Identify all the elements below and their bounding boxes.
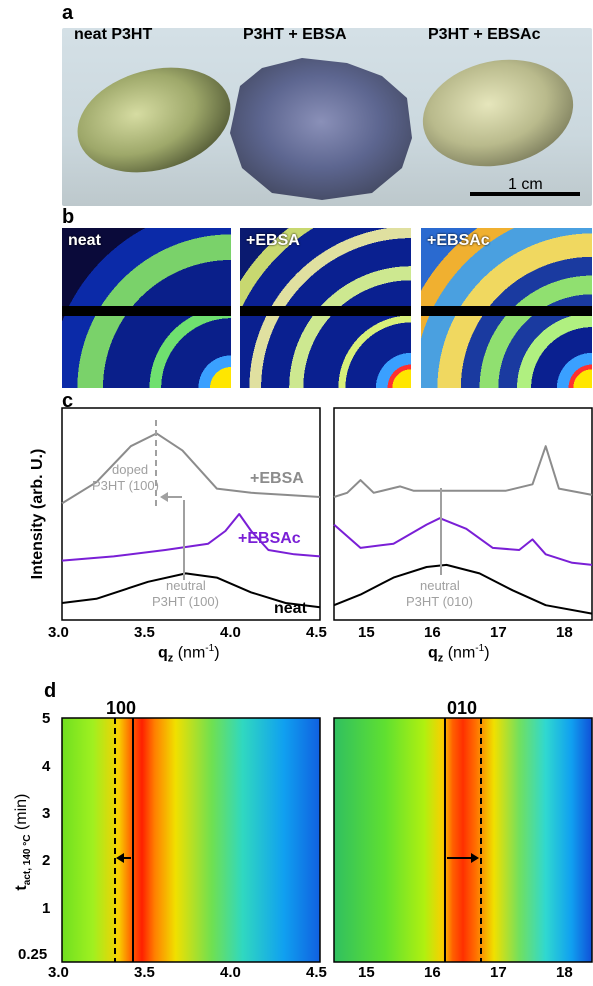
annot-neutral-left-2: P3HT (100) (152, 594, 219, 609)
d-ytick-1: 1 (42, 900, 51, 917)
d-left-xtick-3: 4.5 (306, 964, 327, 981)
panel-d-label: d (44, 680, 57, 702)
c-right-frame (333, 407, 593, 621)
annot-doped-2: P3HT (100) (92, 478, 159, 493)
neat-pellet (77, 67, 231, 173)
panel-a-label: a (62, 2, 74, 24)
d-left-arrowhead (116, 853, 124, 863)
annot-neat: neat (274, 600, 307, 617)
c-left-tick-1: 3.5 (134, 624, 155, 641)
d-ytick-025: 0.25 (18, 946, 48, 963)
d-right-xtick-0: 15 (358, 964, 375, 981)
xlabel-q: q (158, 644, 168, 662)
shift-arrowhead-left-c (160, 492, 168, 502)
peak-label-100: 100 (106, 698, 137, 718)
c-right-tick-2: 17 (490, 624, 507, 641)
heatmap-right (334, 718, 592, 962)
d-right-xtick-1: 16 (424, 964, 441, 981)
scalebar-label: 1 cm (508, 176, 543, 193)
waxs-label-neat: neat (68, 232, 101, 249)
waxs-ebsac-beamstop (421, 306, 592, 316)
c-left-series-line-0 (61, 432, 321, 505)
waxs-neat-beamstop (62, 306, 231, 316)
waxs-label-ebsac: +EBSAc (427, 232, 490, 249)
d-left-xtick-2: 4.0 (220, 964, 241, 981)
annot-ebsa: +EBSA (250, 470, 304, 487)
c-right-series-line-2 (333, 563, 593, 615)
c-left-frame (61, 407, 321, 621)
waxs-ebsa (240, 228, 411, 388)
c-right-series-line-1 (333, 517, 593, 566)
waxs-ebsa-beamstop (240, 306, 411, 316)
xlabel-close: ) (214, 644, 220, 662)
annot-doped-1: doped (112, 462, 149, 477)
sample-photo-svg (77, 58, 580, 200)
c-left-tick-2: 4.0 (220, 624, 241, 641)
d-ytick-5: 5 (42, 710, 51, 727)
waxs-neat (62, 228, 231, 388)
xlabel-sub: z (437, 652, 444, 665)
c-right-series (333, 445, 593, 615)
xlabel-unit: (nm (443, 644, 476, 662)
d-ytick-4: 4 (42, 758, 51, 775)
d-left-xtick-1: 3.5 (134, 964, 155, 981)
xlabel-close: ) (484, 644, 490, 662)
d-ytick-2: 2 (42, 852, 51, 869)
c-left-tick-3: 4.5 (306, 624, 327, 641)
label-neat-p3ht: neat P3HT (74, 26, 153, 43)
waxs-label-ebsa: +EBSA (246, 232, 300, 249)
waxs-ebsac (421, 228, 592, 388)
d-right-xtick-3: 18 (556, 964, 573, 981)
d-right-frame (333, 717, 593, 963)
xlabel-unit: (nm (173, 644, 206, 662)
c-right-tick-3: 18 (556, 624, 573, 641)
xlabel-q: q (428, 644, 438, 662)
c-left-series (61, 432, 321, 609)
d-right-arrowhead (471, 853, 479, 863)
c-right-xlabel: qz (nm-1) (428, 643, 490, 665)
annot-ebsac: +EBSAc (238, 530, 301, 547)
annot-neutral-left-1: neutral (166, 578, 206, 593)
d-right-xtick-2: 17 (490, 964, 507, 981)
label-p3ht-ebsa: P3HT + EBSA (243, 26, 347, 43)
d-left-frame (61, 717, 321, 963)
annot-neutral-right-1: neutral (420, 578, 460, 593)
xlabel-exp: -1 (205, 643, 215, 654)
c-right-series-line-0 (333, 445, 593, 498)
ebsac-pellet (422, 59, 574, 167)
c-left-series-line-1 (61, 513, 321, 562)
ebsa-pellet (230, 58, 412, 200)
peak-label-010: 010 (447, 698, 478, 718)
label-p3ht-ebsac: P3HT + EBSAc (428, 26, 541, 43)
scale-bar (470, 192, 580, 196)
panel-c-label: c (62, 390, 74, 412)
d-left-xtick-0: 3.0 (48, 964, 69, 981)
panel-b-label: b (62, 206, 75, 228)
c-left-tick-0: 3.0 (48, 624, 69, 641)
c-left-xlabel: qz (nm-1) (158, 643, 220, 665)
annot-neutral-right-2: P3HT (010) (406, 594, 473, 609)
xlabel-sub: z (167, 652, 174, 665)
c-right-tick-1: 16 (424, 624, 441, 641)
sample-photo (62, 28, 592, 206)
d-ytick-3: 3 (42, 805, 51, 822)
c-right-tick-0: 15 (358, 624, 375, 641)
heatmap-left (62, 718, 320, 962)
xlabel-exp: -1 (475, 643, 485, 654)
c-left-series-line-2 (61, 572, 321, 609)
